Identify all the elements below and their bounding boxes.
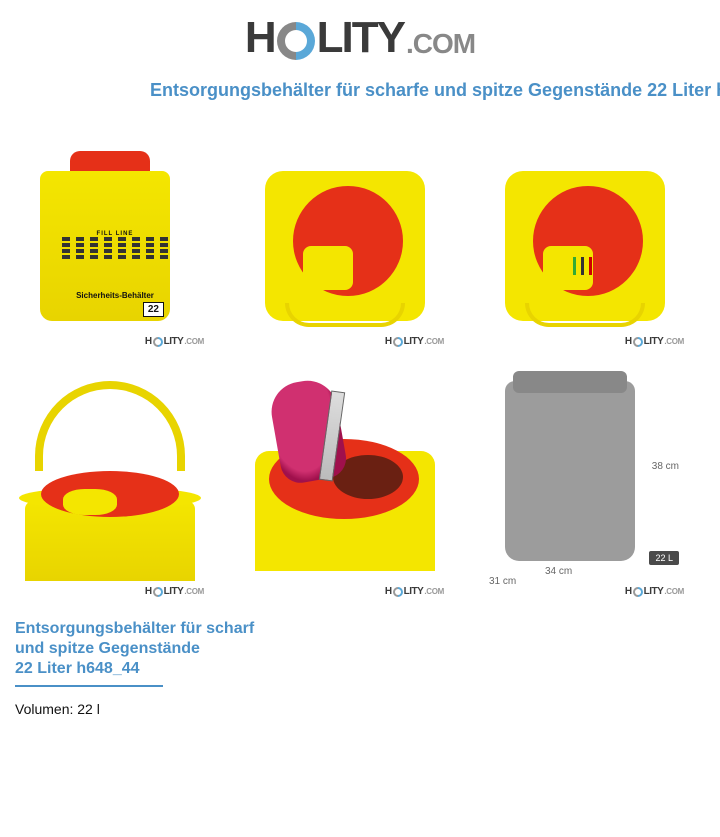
watermark-ring-icon: [393, 337, 403, 347]
product-image-front: FILL LINE Sicherheits-Behälter 22 H LITY…: [0, 111, 210, 351]
watermark-logo: H LITY .COM: [625, 336, 684, 347]
product-illustration: [255, 381, 435, 581]
product-illustration: 38 cm 34 cm 31 cm 22 L: [485, 371, 685, 591]
product-image-top-closed: H LITY .COM: [240, 111, 450, 351]
product-detail-block: Entsorgungsbehälter für scharf und spitz…: [0, 601, 720, 717]
detail-title-line3: 22 Liter h648_44: [15, 660, 140, 677]
watermark-logo: H LITY .COM: [385, 586, 444, 597]
volume-badge: 22 L: [649, 551, 679, 565]
product-image-usage: H LITY .COM: [240, 361, 450, 601]
detail-title-line1: Entsorgungsbehälter für scharf: [15, 620, 254, 637]
watermark-logo: H LITY .COM: [145, 336, 204, 347]
watermark-ring-icon: [393, 587, 403, 597]
product-illustration: FILL LINE Sicherheits-Behälter 22: [30, 141, 180, 321]
logo-letter-h: H: [245, 13, 275, 63]
product-image-angled-open: H LITY .COM: [0, 361, 210, 601]
watermark-logo: H LITY .COM: [145, 586, 204, 597]
detail-spec-volume: Volumen: 22 l: [15, 701, 720, 717]
watermark-ring-icon: [633, 587, 643, 597]
product-label-text: Sicherheits-Behälter: [76, 291, 154, 300]
product-illustration: [255, 141, 435, 321]
product-image-dimensions: 38 cm 34 cm 31 cm 22 L H LITY .COM: [480, 361, 690, 601]
logo-letters-lity: LITY: [317, 13, 404, 63]
header: H LITY .COM: [0, 0, 720, 74]
watermark-ring-icon: [633, 337, 643, 347]
product-image-top-needles: H LITY .COM: [480, 111, 690, 351]
watermark-logo: H LITY .COM: [385, 336, 444, 347]
logo-ring-icon: [277, 22, 315, 60]
watermark-ring-icon: [153, 337, 163, 347]
detail-title: Entsorgungsbehälter für scharf und spitz…: [15, 619, 254, 683]
capacity-badge: 22: [143, 302, 164, 317]
dimension-width-base: 34 cm: [545, 566, 572, 577]
brand-logo: H LITY .COM: [245, 10, 475, 66]
detail-title-line2: und spitze Gegenstände: [15, 640, 200, 657]
watermark-ring-icon: [153, 587, 163, 597]
product-illustration: [495, 141, 675, 321]
dimension-width-depth: 31 cm: [489, 576, 516, 587]
detail-underline: [15, 685, 163, 687]
logo-dotcom: .COM: [406, 28, 475, 66]
product-image-grid: FILL LINE Sicherheits-Behälter 22 H LITY…: [0, 107, 720, 601]
page-title: Entsorgungsbehälter für scharfe und spit…: [0, 74, 720, 107]
dimension-height: 38 cm: [652, 461, 679, 472]
product-illustration: [15, 381, 195, 581]
watermark-logo: H LITY .COM: [625, 586, 684, 597]
